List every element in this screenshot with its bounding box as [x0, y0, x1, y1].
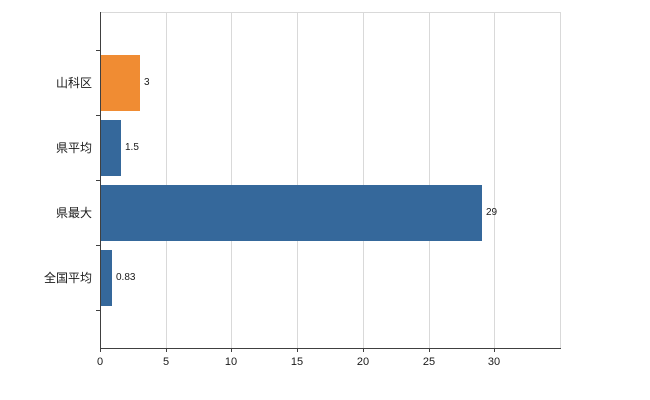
x-axis-tick-label: 10	[224, 356, 238, 368]
y-axis-tick	[96, 180, 100, 181]
x-axis-tick-label: 5	[162, 356, 170, 368]
x-axis-tick-label: 30	[487, 356, 501, 368]
x-axis-tick	[494, 348, 495, 352]
value-label: 3	[144, 76, 150, 88]
x-axis-tick-label: 15	[290, 356, 304, 368]
x-axis-tick	[363, 348, 364, 352]
value-label: 1.5	[125, 141, 139, 153]
category-label: 山科区	[55, 75, 92, 90]
gridline	[429, 12, 430, 348]
x-axis-tick-label: 25	[422, 356, 436, 368]
y-axis-tick	[96, 245, 100, 246]
category-label: 県最大	[55, 205, 92, 220]
x-axis-tick	[100, 348, 101, 352]
x-axis-tick	[297, 348, 298, 352]
value-label: 29	[486, 206, 498, 218]
x-axis-tick	[166, 348, 167, 352]
value-label: 0.83	[116, 271, 136, 283]
y-axis-tick	[96, 115, 100, 116]
gridline	[494, 12, 495, 348]
x-axis-line	[100, 348, 561, 349]
bar	[101, 119, 121, 176]
category-label: 県平均	[55, 140, 92, 155]
gridline	[297, 12, 298, 348]
x-axis-tick	[231, 348, 232, 352]
x-axis-tick	[429, 348, 430, 352]
plot-border-top	[100, 12, 561, 13]
plot-border-right	[560, 12, 561, 348]
x-axis-tick-label: 0	[96, 356, 104, 368]
y-axis-line	[100, 12, 101, 349]
bar	[101, 184, 482, 241]
gridline	[363, 12, 364, 348]
bar	[101, 54, 140, 111]
bar	[101, 249, 112, 306]
x-axis-tick-label: 20	[356, 356, 370, 368]
y-axis-tick	[96, 50, 100, 51]
gridline	[231, 12, 232, 348]
y-axis-tick	[96, 310, 100, 311]
gridline	[166, 12, 167, 348]
category-label: 全国平均	[43, 270, 92, 285]
